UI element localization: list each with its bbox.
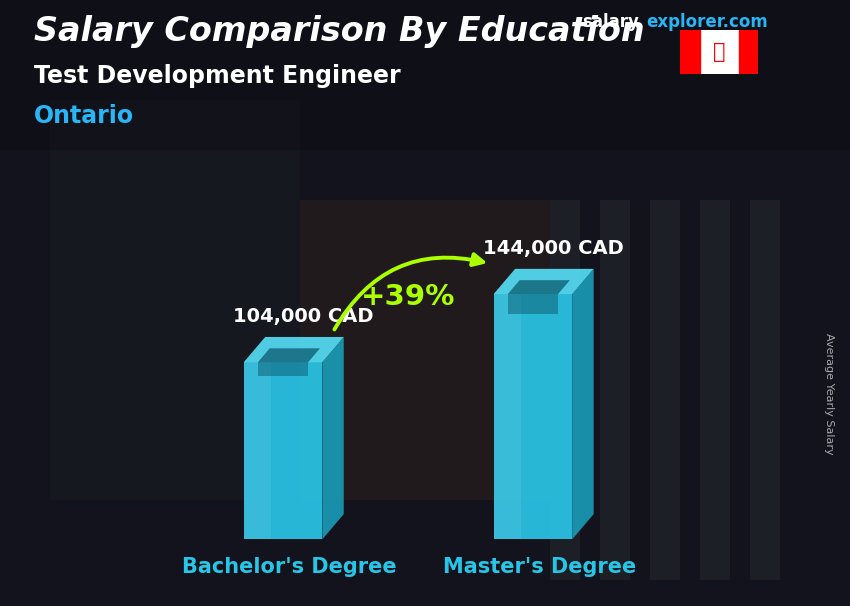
Polygon shape	[507, 294, 558, 314]
Text: Average Yearly Salary: Average Yearly Salary	[824, 333, 834, 454]
Text: salary: salary	[582, 13, 639, 32]
Text: Test Development Engineer: Test Development Engineer	[34, 64, 400, 88]
Text: Bachelor's Degree: Bachelor's Degree	[182, 557, 397, 577]
Polygon shape	[244, 362, 271, 539]
Polygon shape	[494, 294, 572, 539]
Polygon shape	[244, 337, 343, 362]
Text: Salary Comparison By Education: Salary Comparison By Education	[34, 15, 644, 48]
Text: Master's Degree: Master's Degree	[443, 557, 636, 577]
Polygon shape	[244, 362, 322, 539]
Text: +39%: +39%	[360, 284, 456, 311]
Bar	[680, 30, 700, 74]
Polygon shape	[258, 362, 309, 376]
Text: 🍁: 🍁	[713, 42, 725, 62]
Text: 104,000 CAD: 104,000 CAD	[233, 307, 373, 326]
Polygon shape	[322, 337, 343, 539]
Polygon shape	[572, 269, 593, 539]
Polygon shape	[507, 280, 570, 294]
Text: explorer.com: explorer.com	[646, 13, 768, 32]
Text: Ontario: Ontario	[34, 104, 134, 128]
Polygon shape	[494, 294, 521, 539]
Polygon shape	[494, 269, 593, 294]
Text: 144,000 CAD: 144,000 CAD	[483, 239, 624, 258]
Polygon shape	[258, 348, 320, 362]
Bar	[739, 30, 758, 74]
